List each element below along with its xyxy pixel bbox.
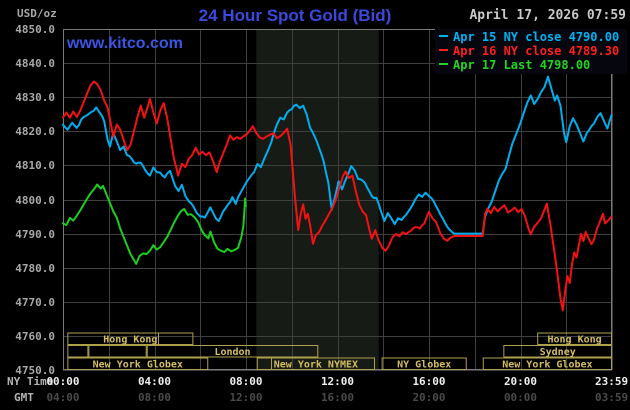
x-tick-ny-23:59: 23:59 — [595, 375, 629, 388]
session-box-sydney — [503, 345, 612, 358]
x-tick-ny-00:00: 00:00 — [46, 375, 80, 388]
session-box-hong-kong — [537, 332, 612, 345]
legend-line-sample — [439, 35, 448, 37]
x-tick-gmt-20:00: 20:00 — [412, 391, 446, 404]
chart-datetime: April 17, 2026 07:59 — [469, 8, 626, 23]
session-label: Hong Kong — [548, 335, 602, 346]
y-tick-4830.0: 4830.0 — [15, 91, 55, 105]
x-tick-ny-20:00: 20:00 — [503, 375, 538, 388]
legend-line-sample — [439, 63, 448, 65]
x-tick-gmt-12:00: 12:00 — [229, 391, 263, 404]
legend-label: Apr 16 NY close 4789.30 — [453, 44, 620, 58]
x-tick-gmt-03:59: 03:59 — [595, 391, 629, 404]
y-tick-4850.0: 4850.0 — [15, 23, 55, 36]
session-label: New York Globex — [93, 360, 183, 371]
x-tick-ny-04:00: 04:00 — [137, 375, 172, 388]
series-line-apr-15 — [62, 75, 613, 235]
series-line-apr-16 — [62, 80, 613, 312]
y-tick-4790.0: 4790.0 — [15, 227, 55, 241]
session-label: London — [214, 347, 250, 358]
session-label: Sydney — [540, 347, 576, 358]
legend: Apr 15 NY close 4790.00 Apr 16 NY close 4… — [435, 29, 627, 74]
kitco-watermark-link[interactable]: www.kitco.com — [67, 35, 183, 52]
session-label: NY Globex — [397, 360, 451, 371]
y-tick-4840.0: 4840.0 — [15, 57, 55, 71]
y-tick-4820.0: 4820.0 — [15, 125, 55, 139]
x-tick-ny-08:00: 08:00 — [229, 375, 263, 388]
y-axis-unit-label: USD/oz — [17, 7, 57, 20]
session-box-new-york-globex — [482, 357, 612, 370]
y-tick-4800.0: 4800.0 — [15, 193, 55, 207]
legend-label: Apr 15 NY close 4790.00 — [453, 30, 620, 44]
session-box-unlabeled — [88, 345, 147, 358]
session-box-new-york-nymex — [256, 357, 376, 370]
session-label: Hong Kong — [103, 335, 157, 346]
session-box-ny-globex — [381, 357, 467, 370]
session-box-new-york-globex — [67, 357, 209, 370]
legend-label: Apr 17 Last 4798.00 — [453, 58, 591, 72]
y-tick-4750.0: 4750.0 — [15, 364, 55, 377]
x-axis-ny-time-caption: NY Time — [7, 375, 54, 388]
session-label: New York NYMEX — [274, 360, 358, 371]
session-box-hong-kong — [67, 332, 194, 345]
x-tick-ny-12:00: 12:00 — [320, 375, 355, 388]
x-axis-gmt-caption: GMT — [14, 391, 34, 404]
x-tick-gmt-04:00: 04:00 — [46, 391, 80, 404]
session-box-london — [146, 345, 319, 358]
series-line-apr-17 — [62, 183, 247, 265]
legend-line-sample — [439, 49, 448, 51]
y-tick-4760.0: 4760.0 — [15, 329, 55, 343]
y-tick-4780.0: 4780.0 — [15, 261, 55, 275]
chart-title: 24 Hour Spot Gold (Bid) — [198, 6, 392, 25]
x-tick-ny-16:00: 16:00 — [412, 375, 446, 388]
legend-row: Apr 15 NY close 4790.00 — [437, 30, 627, 44]
x-tick-gmt-16:00: 16:00 — [320, 391, 355, 404]
session-box-unlabeled — [67, 345, 89, 358]
x-tick-gmt-08:00: 08:00 — [137, 391, 172, 404]
y-tick-4770.0: 4770.0 — [15, 295, 55, 309]
legend-row: Apr 17 Last 4798.00 — [437, 58, 627, 72]
x-tick-gmt-00:00: 00:00 — [503, 391, 538, 404]
y-tick-4810.0: 4810.0 — [15, 159, 55, 173]
legend-row: Apr 16 NY close 4789.30 — [437, 44, 627, 58]
session-label: New York Globex — [502, 360, 592, 371]
nymex-floor-session-shade — [256, 29, 379, 370]
